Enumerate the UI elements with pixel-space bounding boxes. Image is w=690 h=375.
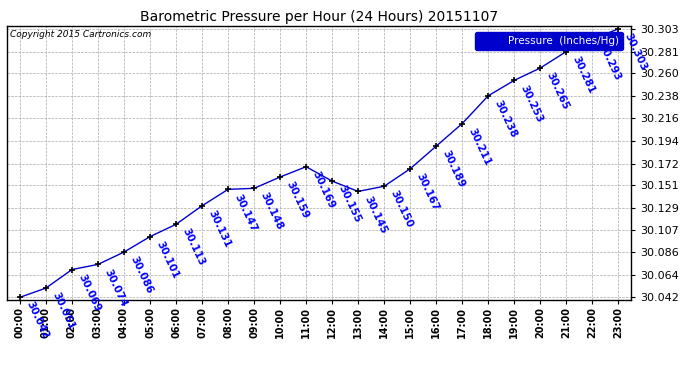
Text: 30.265: 30.265 — [544, 71, 571, 111]
Text: 30.253: 30.253 — [518, 83, 544, 124]
Text: 30.150: 30.150 — [388, 189, 415, 230]
Text: 30.293: 30.293 — [596, 42, 622, 82]
Text: 30.238: 30.238 — [493, 99, 518, 139]
Text: 30.167: 30.167 — [415, 171, 440, 212]
Text: 30.051: 30.051 — [50, 291, 76, 332]
Text: 30.101: 30.101 — [154, 239, 180, 280]
Text: 30.147: 30.147 — [233, 192, 259, 233]
Text: 30.113: 30.113 — [180, 227, 206, 268]
Text: 30.189: 30.189 — [440, 149, 466, 189]
Text: 30.211: 30.211 — [466, 126, 493, 167]
Text: 30.042: 30.042 — [24, 300, 50, 341]
Text: 30.155: 30.155 — [336, 184, 362, 225]
Text: 30.303: 30.303 — [622, 32, 649, 72]
Text: Copyright 2015 Cartronics.com: Copyright 2015 Cartronics.com — [10, 30, 151, 39]
Text: 30.069: 30.069 — [76, 272, 102, 313]
Text: 30.281: 30.281 — [571, 54, 597, 95]
Text: 30.159: 30.159 — [284, 180, 310, 220]
Text: 30.169: 30.169 — [310, 170, 336, 210]
Text: 30.074: 30.074 — [102, 267, 128, 308]
Legend: Pressure  (Inches/Hg): Pressure (Inches/Hg) — [475, 32, 623, 50]
Text: 30.148: 30.148 — [258, 191, 284, 232]
Text: 30.131: 30.131 — [206, 209, 233, 249]
Title: Barometric Pressure per Hour (24 Hours) 20151107: Barometric Pressure per Hour (24 Hours) … — [140, 10, 498, 24]
Text: 30.145: 30.145 — [362, 194, 388, 235]
Text: 30.086: 30.086 — [128, 255, 155, 296]
